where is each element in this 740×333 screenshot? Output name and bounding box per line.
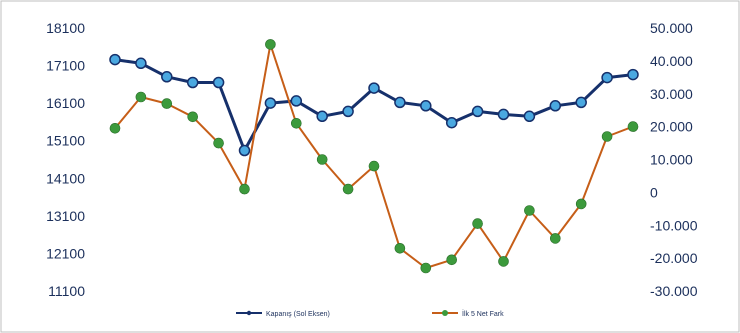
data-point-net-fark [239, 183, 250, 195]
right-tick-label: 0 [650, 184, 658, 200]
data-point-net-fark [342, 183, 354, 195]
left-tick-label: 13100 [46, 208, 85, 224]
data-point-kapanis [394, 96, 406, 109]
left-tick-label: 14100 [46, 170, 85, 186]
data-point-net-fark [265, 39, 276, 50]
data-point-kapanis [186, 76, 199, 89]
legend-marker-kapanis [246, 310, 252, 316]
legend: Kapanış (Sol Eksen) İlk 5 Net Fark [236, 309, 504, 318]
data-point-kapanis [368, 82, 380, 94]
data-point-kapanis [523, 110, 536, 123]
left-tick-label: 17100 [46, 58, 85, 74]
data-point-net-fark [627, 121, 639, 132]
data-point-kapanis [549, 100, 562, 112]
legend-label-kapanis: Kapanış (Sol Eksen) [266, 311, 330, 318]
right-tick-label: -20.000 [650, 250, 698, 266]
data-point-net-fark [394, 243, 406, 254]
left-tick-label: 16100 [46, 95, 85, 111]
data-point-net-fark [446, 254, 458, 266]
data-point-net-fark [524, 205, 535, 216]
data-point-net-fark [498, 256, 509, 267]
right-tick-label: 50.000 [650, 20, 693, 36]
left-tick-label: 12100 [46, 245, 85, 261]
right-axis-ticks: 50.000 40.000 30.000 20.000 10.000 0 -10.000 -2… [650, 20, 698, 299]
left-tick-label: 15100 [46, 133, 85, 149]
left-axis-ticks: 18100 17100 16100 15100 14100 13100 12100 11100 [46, 20, 85, 299]
data-point-kapanis [109, 53, 121, 66]
data-point-kapanis [238, 144, 251, 157]
right-tick-label: 30.000 [650, 86, 693, 102]
data-point-net-fark [316, 154, 328, 165]
data-point-net-fark [135, 91, 147, 103]
data-point-kapanis [290, 95, 303, 107]
legend-marker-net-fark [442, 310, 448, 316]
data-point-net-fark [290, 118, 302, 129]
data-point-net-fark [109, 123, 121, 134]
right-tick-label: -10.000 [650, 217, 698, 233]
right-tick-label: -30.000 [650, 283, 698, 299]
data-point-net-fark [575, 198, 587, 210]
data-point-net-fark [472, 218, 483, 229]
data-point-kapanis [471, 105, 484, 118]
data-point-kapanis [264, 97, 277, 109]
data-point-kapanis [342, 105, 354, 118]
data-point-kapanis [420, 100, 432, 112]
right-tick-label: 20.000 [650, 119, 693, 135]
left-tick-label: 18100 [46, 20, 85, 36]
data-point-net-fark [549, 233, 561, 244]
data-point-net-fark [187, 111, 198, 123]
legend-label-net-fark: İlk 5 Net Fark [462, 309, 504, 318]
data-point-kapanis [161, 71, 173, 83]
data-point-net-fark [161, 98, 173, 109]
data-point-net-fark [368, 160, 380, 172]
data-point-kapanis [135, 57, 147, 70]
right-tick-label: 40.000 [650, 53, 693, 69]
left-tick-label: 11100 [48, 283, 85, 299]
data-point-kapanis [575, 96, 587, 109]
data-point-net-fark [213, 137, 224, 149]
data-point-kapanis [601, 71, 613, 84]
series-layer [109, 39, 639, 274]
data-point-net-fark [601, 131, 613, 142]
right-tick-label: 10.000 [650, 152, 693, 168]
data-point-kapanis [212, 76, 225, 89]
data-point-net-fark [420, 262, 432, 274]
data-point-kapanis [316, 110, 328, 123]
data-point-kapanis [627, 68, 639, 81]
data-point-kapanis [445, 116, 458, 129]
data-point-kapanis [497, 108, 510, 121]
